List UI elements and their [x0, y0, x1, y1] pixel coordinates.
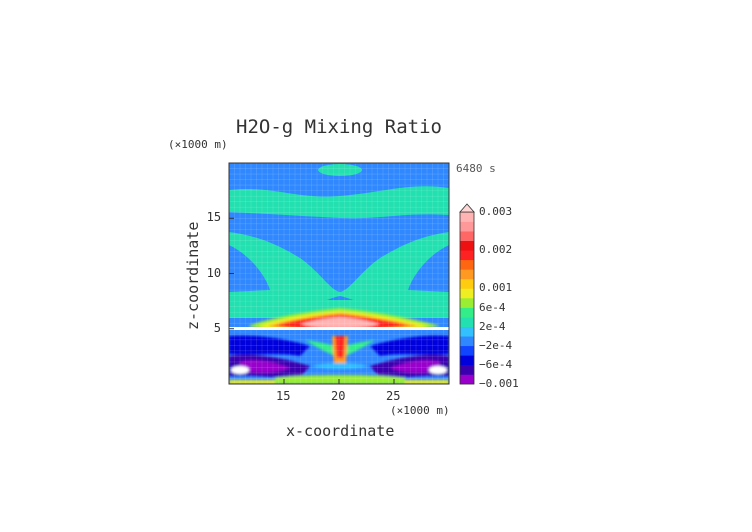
- colorbar-swatch: [460, 278, 474, 289]
- x-tick-label: 20: [331, 389, 346, 403]
- x-unit-label: (×1000 m): [390, 404, 450, 417]
- colorbar-swatch: [460, 336, 474, 347]
- colorbar-swatch: [460, 250, 474, 261]
- y-unit-label: (×1000 m): [168, 138, 228, 151]
- x-tick-label: 25: [386, 389, 401, 403]
- colorbar-swatch: [460, 374, 474, 385]
- y-tick-label: 5: [213, 320, 222, 335]
- colorbar-swatch: [460, 288, 474, 299]
- y-tick-label: 10: [206, 265, 222, 280]
- colorbar-swatch: [460, 345, 474, 356]
- colorbar-swatch: [460, 269, 474, 280]
- colorbar-swatch: [460, 355, 474, 366]
- colorbar-swatch: [460, 317, 474, 327]
- y-axis-label: z-coordinate: [184, 221, 202, 330]
- contour-field: [229, 163, 449, 384]
- x-tick-label: 15: [276, 389, 291, 403]
- colorbar-swatch: [460, 307, 474, 318]
- y-tick-label: 15: [206, 210, 222, 225]
- time-label: 6480 s: [456, 162, 496, 175]
- grid-lines: [229, 163, 449, 384]
- colorbar-swatch: [460, 326, 474, 337]
- colorbar-tick-label: −0.001: [479, 377, 519, 390]
- y-axis-ticks: [229, 217, 234, 330]
- colorbar-swatch: [460, 231, 474, 241]
- colorbar-tick-label: 2e-4: [479, 319, 506, 333]
- colorbar-extend-arrow: [459, 203, 475, 213]
- colorbar-swatch: [460, 221, 474, 232]
- colorbar-swatch: [460, 259, 474, 270]
- colorbar-tick-label: −6e-4: [479, 357, 513, 371]
- chart-title: H2O-g Mixing Ratio: [236, 116, 442, 138]
- colorbar-swatch: [460, 212, 474, 222]
- colorbar-swatch: [460, 298, 474, 308]
- colorbar-swatch: [460, 364, 474, 375]
- colorbar: [459, 203, 475, 385]
- x-axis-label: x-coordinate: [286, 422, 395, 440]
- colorbar-swatch: [460, 240, 474, 251]
- colorbar-tick-label: 0.002: [479, 243, 513, 257]
- colorbar-tick-label: 6e-4: [479, 300, 506, 314]
- colorbar-tick-label: −2e-4: [479, 338, 513, 352]
- x-axis-ticks: [283, 379, 395, 384]
- colorbar-tick-label: 0.003: [479, 205, 513, 218]
- colorbar-tick-label: 0.001: [479, 281, 513, 295]
